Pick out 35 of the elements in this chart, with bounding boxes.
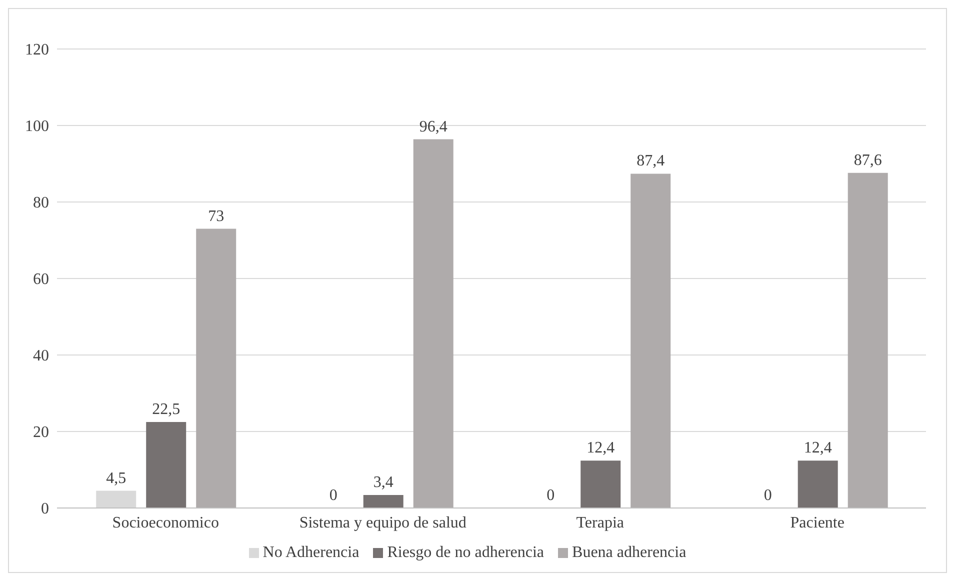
bar [630,174,671,508]
data-label: 0 [546,486,555,504]
legend-label: Riesgo de no adherencia [387,544,544,562]
data-label: 4,5 [106,470,126,487]
bar [848,172,888,508]
x-tick-label: Paciente [790,514,844,532]
data-label: 3,4 [373,474,394,491]
y-tick-label: 40 [33,348,49,365]
x-tick-label: Sistema y equipo de salud [299,514,466,532]
legend-label: Buena adherencia [572,544,686,562]
bar [196,228,236,508]
y-tick-label: 20 [33,424,49,442]
data-label: 0 [764,486,772,504]
data-label: 96,4 [419,118,448,136]
x-tick-label: Socioeconomico [112,514,219,532]
y-tick-label: 0 [41,500,49,518]
bar [363,494,404,508]
data-label: 87,4 [636,152,665,170]
x-tick-label: Terapia [576,514,624,532]
data-label: 0 [329,486,338,504]
bar [798,460,838,508]
data-label: 12,4 [586,440,615,457]
y-tick-label: 100 [25,118,49,136]
bar [580,460,621,508]
data-label: 12,4 [804,440,832,457]
bar [413,139,454,508]
data-label: 73 [208,208,224,225]
bar [146,422,186,508]
bar [96,490,136,508]
y-tick-label: 80 [33,194,49,212]
y-tick-label: 120 [25,42,49,59]
y-tick-label: 60 [33,271,49,288]
legend-label: No Adherencia [262,544,360,562]
data-label: 22,5 [152,400,180,418]
data-label: 87,6 [854,152,882,169]
